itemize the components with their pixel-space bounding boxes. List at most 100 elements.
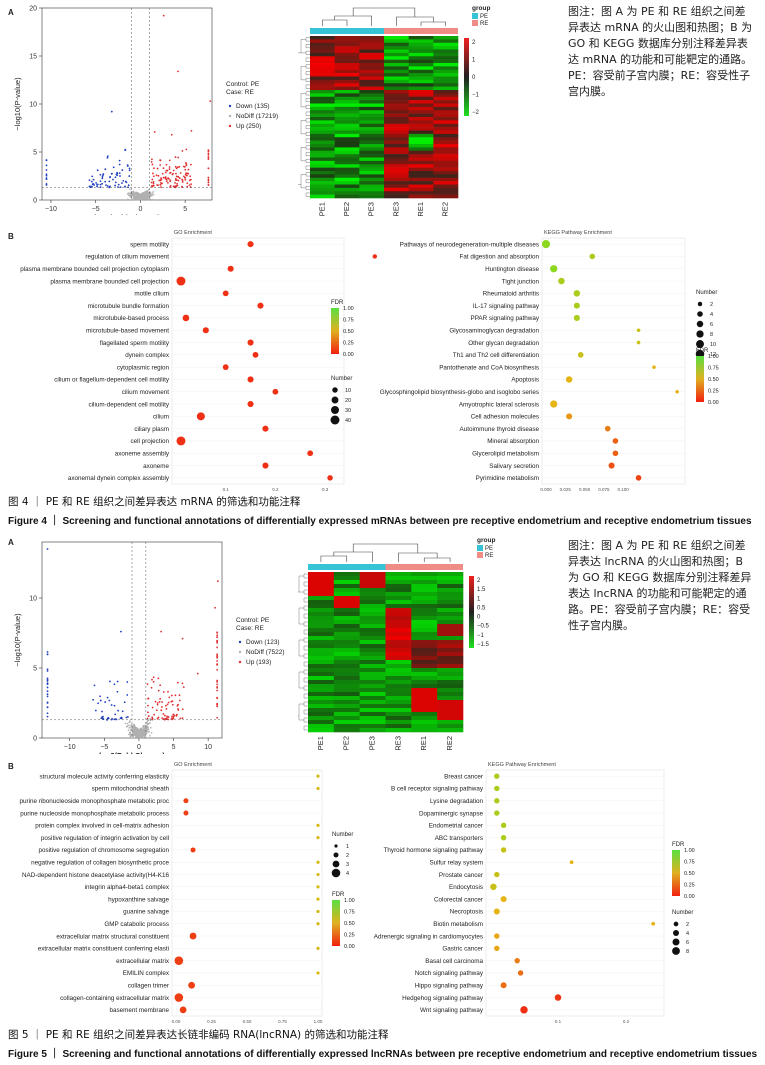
up-point xyxy=(216,683,219,686)
nodiff-point xyxy=(145,195,147,197)
y-tick-label: 5 xyxy=(33,666,37,673)
number-legend-dot xyxy=(332,387,338,393)
enrichment-dot xyxy=(612,450,619,457)
heatmap-cell xyxy=(437,708,464,713)
heatmap-cell xyxy=(359,137,385,141)
color-scale-tick: 0 xyxy=(472,75,476,81)
enrichment-dot xyxy=(565,376,573,383)
up-point xyxy=(184,178,187,181)
heatmap-cell xyxy=(310,90,335,94)
heatmap-cell xyxy=(334,181,360,185)
row-branch xyxy=(305,152,310,157)
up-point xyxy=(162,718,165,720)
heatmap-cell xyxy=(411,660,438,665)
outlier-point xyxy=(177,70,179,73)
dendro-branch xyxy=(398,552,438,562)
sample-label: RE2 xyxy=(441,202,450,217)
term-label: Pathways of neurodegeneration-multiple d… xyxy=(400,241,539,248)
heatmap-cell xyxy=(333,680,360,685)
number-legend-tick: 2 xyxy=(686,922,689,928)
up-point xyxy=(166,703,169,706)
heatmap-cell xyxy=(437,716,464,721)
enrichment-dot xyxy=(316,922,320,926)
number-legend-tick: 6 xyxy=(710,322,713,328)
heatmap-cell xyxy=(359,164,385,168)
fdr-legend-bar xyxy=(696,356,704,402)
heatmap-cell xyxy=(433,63,459,67)
heatmap-cell xyxy=(408,150,434,155)
down-point xyxy=(104,168,107,171)
up-point xyxy=(160,706,163,708)
heatmap-cell xyxy=(411,640,438,645)
nodiff-point xyxy=(141,731,143,734)
heatmap-cell xyxy=(411,684,438,689)
x-tick-label: 0.75 xyxy=(278,1019,287,1024)
down-point xyxy=(118,172,121,175)
number-legend-dot xyxy=(334,844,338,848)
heatmap-cell xyxy=(384,52,409,57)
up-point xyxy=(166,715,168,718)
term-label: Sulfur relay system xyxy=(429,859,483,866)
heatmap-cell xyxy=(408,147,434,152)
up-point xyxy=(216,703,219,706)
heatmap-cell xyxy=(359,580,386,585)
up-point xyxy=(171,703,174,706)
number-legend-dot xyxy=(330,405,340,415)
down-point xyxy=(118,163,121,166)
row-branch xyxy=(300,39,306,54)
heatmap-cell xyxy=(408,133,434,138)
heatmap-cell xyxy=(359,592,386,597)
outlier-point xyxy=(153,130,156,133)
heatmap-cell xyxy=(334,69,360,74)
heatmap-cell xyxy=(384,76,409,81)
nodiff-point xyxy=(144,730,146,733)
up-point xyxy=(183,176,186,179)
heatmap-cell xyxy=(308,656,335,661)
up-point xyxy=(156,717,159,720)
row-branch xyxy=(303,645,308,651)
enrichment-dot xyxy=(316,774,320,778)
up-point xyxy=(216,663,219,666)
up-point xyxy=(207,156,210,158)
term-label: Rheumatoid arthritis xyxy=(483,291,539,298)
heatmap-cell xyxy=(308,680,335,685)
up-point xyxy=(170,694,173,697)
heatmap-cell xyxy=(334,113,360,118)
heatmap-cell xyxy=(384,120,409,125)
up-point xyxy=(179,172,182,174)
heatmap-cell xyxy=(333,592,360,597)
up-point xyxy=(207,150,210,153)
nodiff-point xyxy=(138,197,141,199)
up-point xyxy=(216,668,219,671)
nodiff-point xyxy=(129,192,132,194)
heatmap-cell xyxy=(433,137,459,141)
down-point xyxy=(45,164,48,167)
nodiff-point xyxy=(126,722,129,725)
number-legend-dot xyxy=(331,868,341,878)
group-legend-title: group xyxy=(477,537,495,544)
heatmap-cell xyxy=(437,652,464,657)
up-point xyxy=(170,717,173,720)
heatmap-cell xyxy=(433,174,459,179)
heatmap-cell xyxy=(433,194,459,199)
up-point xyxy=(176,166,179,169)
up-point xyxy=(207,183,210,186)
heatmap-cell xyxy=(334,110,360,114)
heatmap-cell xyxy=(359,680,386,685)
group-legend-swatch xyxy=(477,552,483,558)
nodiff-point xyxy=(152,190,155,193)
up-point xyxy=(216,689,219,692)
down-point xyxy=(99,699,102,702)
down-point xyxy=(46,677,49,680)
enrichment-dot xyxy=(272,388,279,395)
enrichment-dot xyxy=(604,425,611,432)
heatmap-cell xyxy=(333,652,360,657)
heatmap-cell xyxy=(437,636,464,641)
heatmap-cell xyxy=(308,716,335,721)
heatmap-cell xyxy=(308,720,335,725)
heatmap-cell xyxy=(384,154,409,158)
heatmap-cell xyxy=(437,728,464,733)
row-branch xyxy=(300,120,306,135)
down-point xyxy=(99,183,102,186)
term-label: cilium-dependent cell motility xyxy=(89,401,170,408)
